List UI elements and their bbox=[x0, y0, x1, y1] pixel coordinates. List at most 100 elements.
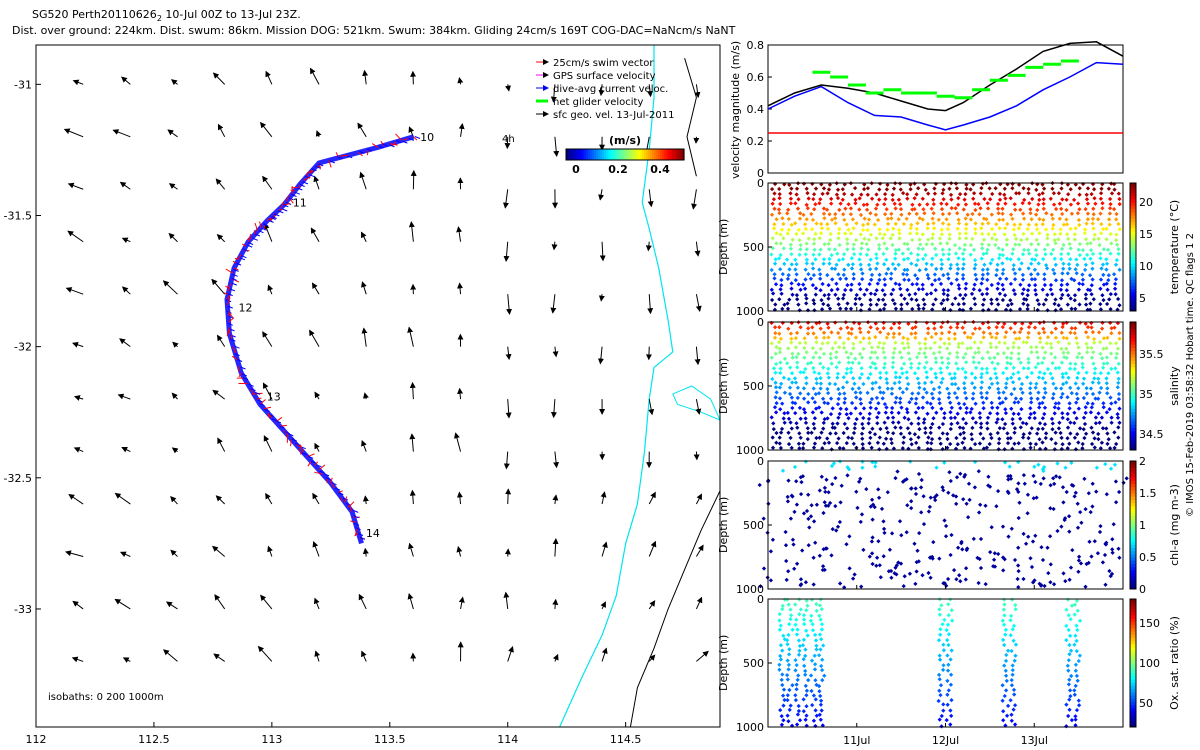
colorbar-cell bbox=[1130, 493, 1136, 497]
data-point bbox=[778, 623, 783, 628]
colorbar-cell bbox=[672, 149, 675, 160]
data-point bbox=[789, 186, 794, 191]
data-point bbox=[1082, 256, 1087, 262]
data-point bbox=[1038, 335, 1043, 341]
data-point bbox=[1016, 257, 1021, 262]
data-point bbox=[1067, 406, 1072, 411]
dive-avg-vector bbox=[227, 305, 233, 309]
surface-velocity-arrow bbox=[314, 650, 321, 662]
data-point bbox=[1004, 652, 1009, 658]
data-point bbox=[929, 441, 934, 446]
data-point bbox=[913, 491, 919, 497]
surface-velocity-arrow bbox=[117, 393, 131, 400]
data-point bbox=[802, 663, 807, 669]
data-point bbox=[803, 459, 808, 464]
data-point bbox=[1103, 582, 1108, 587]
data-point bbox=[1032, 257, 1038, 262]
dive-avg-vector bbox=[325, 477, 331, 481]
data-point bbox=[1016, 568, 1021, 574]
colorbar-cell bbox=[1130, 659, 1136, 664]
data-point bbox=[1004, 355, 1010, 360]
data-point bbox=[882, 232, 887, 237]
data-point bbox=[1042, 330, 1047, 335]
colorbar-cell bbox=[642, 149, 645, 160]
data-point bbox=[1041, 186, 1047, 191]
colorbar-cell bbox=[1130, 663, 1136, 667]
data-point bbox=[816, 683, 822, 689]
data-point bbox=[814, 608, 819, 614]
data-point bbox=[984, 217, 989, 222]
data-point bbox=[949, 281, 954, 286]
data-point bbox=[984, 286, 990, 292]
data-point bbox=[1008, 196, 1013, 201]
data-point bbox=[984, 366, 990, 371]
data-point bbox=[1000, 282, 1005, 288]
colorbar-cell bbox=[590, 149, 593, 160]
data-point bbox=[961, 296, 966, 301]
data-point bbox=[915, 276, 920, 281]
data-point bbox=[1026, 435, 1031, 441]
colorbar-cell bbox=[610, 149, 613, 160]
data-point bbox=[1077, 426, 1083, 431]
surface-velocity-arrow bbox=[553, 136, 560, 157]
surface-velocity-arrow bbox=[163, 649, 178, 662]
data-point bbox=[937, 653, 942, 658]
data-point bbox=[1098, 251, 1103, 256]
data-point bbox=[962, 386, 967, 391]
data-point bbox=[779, 426, 785, 432]
data-point bbox=[926, 509, 932, 514]
data-point bbox=[954, 501, 959, 507]
data-point bbox=[798, 607, 804, 612]
data-point bbox=[827, 261, 832, 266]
data-point bbox=[870, 381, 875, 386]
data-point bbox=[1034, 350, 1040, 355]
data-point bbox=[1007, 464, 1012, 469]
data-point bbox=[1075, 211, 1081, 216]
data-point bbox=[1101, 405, 1106, 410]
data-point bbox=[937, 385, 942, 390]
data-point bbox=[1059, 256, 1064, 262]
data-point bbox=[939, 301, 944, 306]
data-point bbox=[916, 421, 921, 426]
data-point bbox=[1037, 437, 1042, 442]
surface-velocity-arrow bbox=[409, 433, 416, 452]
data-point bbox=[920, 405, 925, 410]
data-point bbox=[1043, 297, 1049, 302]
colorbar-cell bbox=[1130, 183, 1136, 187]
data-point bbox=[948, 552, 953, 558]
data-point bbox=[828, 351, 833, 357]
velocity-y-label: velocity magnitude (m/s) bbox=[729, 41, 742, 179]
data-point bbox=[1075, 375, 1080, 381]
data-point bbox=[936, 672, 942, 678]
data-point bbox=[988, 376, 993, 381]
data-point bbox=[809, 430, 814, 435]
data-point bbox=[995, 351, 1001, 357]
data-point bbox=[818, 386, 823, 391]
data-point bbox=[884, 335, 889, 340]
surface-velocity-arrow bbox=[67, 182, 84, 190]
surface-velocity-arrow bbox=[212, 389, 225, 400]
data-point bbox=[918, 485, 924, 490]
data-point bbox=[890, 365, 895, 370]
depth-panel-temperature bbox=[767, 180, 1137, 313]
data-point bbox=[893, 281, 898, 286]
data-point bbox=[946, 613, 951, 618]
data-point bbox=[849, 256, 854, 261]
data-point bbox=[1066, 262, 1072, 267]
data-point bbox=[1113, 355, 1119, 361]
dive-avg-vector bbox=[240, 366, 246, 370]
data-point bbox=[1110, 550, 1115, 555]
colorbar-cell bbox=[674, 149, 677, 160]
data-point bbox=[909, 261, 914, 266]
data-point bbox=[804, 202, 809, 208]
data-point bbox=[914, 355, 920, 360]
data-point bbox=[882, 530, 887, 536]
colorbar-cell bbox=[668, 149, 671, 160]
data-point bbox=[971, 287, 976, 292]
colorbar-cell bbox=[678, 149, 681, 160]
data-point bbox=[813, 678, 818, 683]
data-point bbox=[789, 445, 794, 451]
data-point bbox=[1101, 336, 1107, 341]
data-point bbox=[1035, 355, 1041, 360]
data-point bbox=[984, 251, 989, 256]
